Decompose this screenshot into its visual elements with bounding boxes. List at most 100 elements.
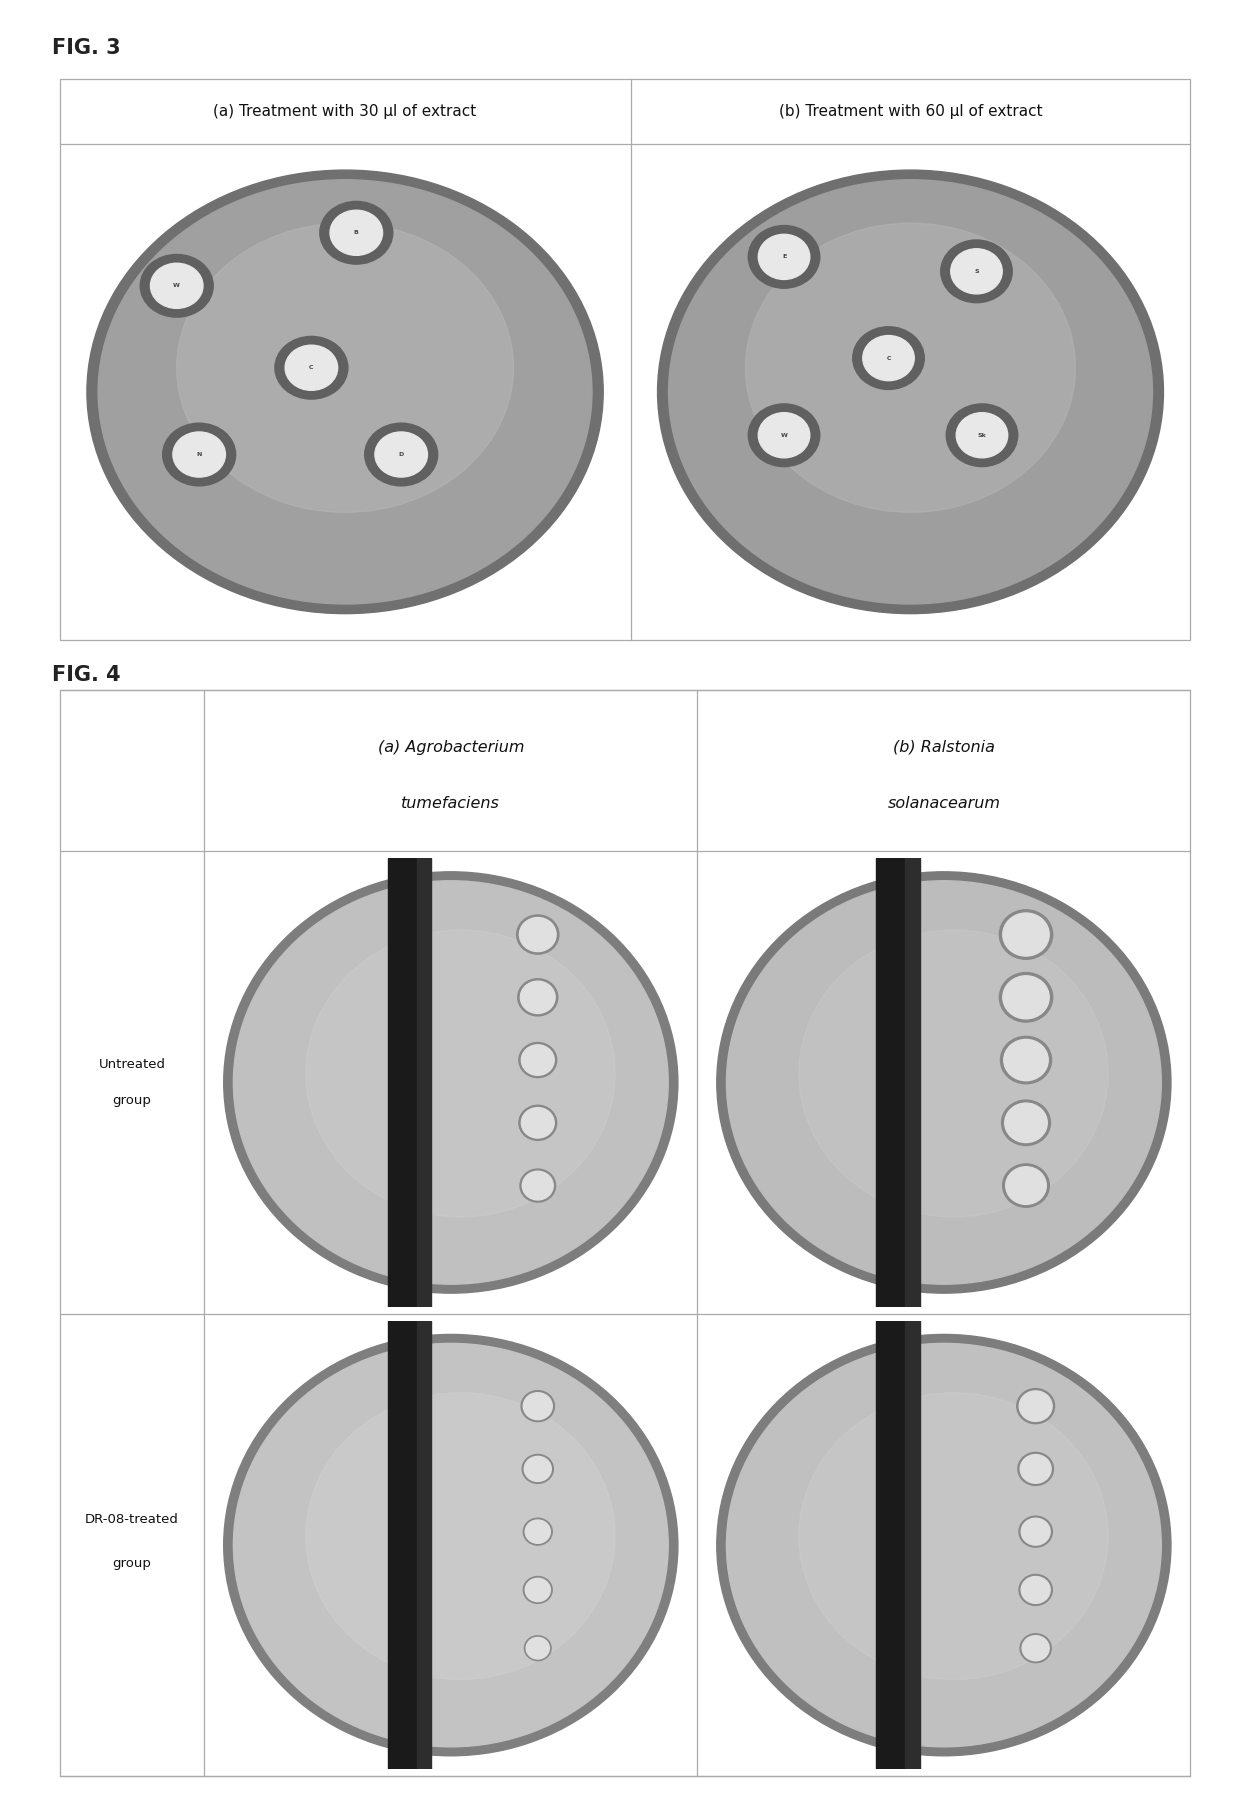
Text: S: S bbox=[975, 270, 978, 273]
Circle shape bbox=[1001, 1036, 1052, 1084]
Circle shape bbox=[306, 1393, 615, 1679]
Text: FIG. 3: FIG. 3 bbox=[52, 38, 120, 58]
Circle shape bbox=[853, 327, 924, 390]
Circle shape bbox=[275, 336, 348, 399]
Circle shape bbox=[1006, 1167, 1047, 1205]
Circle shape bbox=[177, 223, 513, 512]
Circle shape bbox=[522, 1170, 553, 1199]
Circle shape bbox=[759, 234, 810, 279]
Bar bbox=[905, 858, 920, 1307]
Text: C: C bbox=[887, 356, 890, 361]
Text: W: W bbox=[174, 284, 180, 288]
Text: FIG. 4: FIG. 4 bbox=[52, 665, 120, 685]
Circle shape bbox=[999, 910, 1053, 960]
Circle shape bbox=[525, 1636, 551, 1661]
Circle shape bbox=[951, 248, 1002, 293]
Circle shape bbox=[521, 1108, 554, 1138]
Circle shape bbox=[523, 1518, 552, 1544]
Circle shape bbox=[1022, 1577, 1050, 1604]
Circle shape bbox=[668, 180, 1152, 604]
Circle shape bbox=[525, 1456, 552, 1482]
Circle shape bbox=[518, 978, 558, 1016]
Circle shape bbox=[1021, 1455, 1052, 1483]
Circle shape bbox=[717, 1334, 1171, 1757]
Circle shape bbox=[956, 414, 1008, 458]
Circle shape bbox=[759, 414, 810, 458]
Circle shape bbox=[526, 1579, 551, 1602]
Circle shape bbox=[233, 1343, 668, 1748]
Circle shape bbox=[748, 225, 820, 288]
Circle shape bbox=[518, 1043, 557, 1077]
Circle shape bbox=[172, 432, 226, 476]
Circle shape bbox=[1004, 1104, 1048, 1142]
Circle shape bbox=[941, 239, 1012, 302]
Circle shape bbox=[1002, 1100, 1050, 1145]
Text: C: C bbox=[309, 365, 314, 370]
Circle shape bbox=[320, 201, 393, 264]
Bar bbox=[388, 1322, 417, 1769]
Text: W: W bbox=[781, 433, 787, 437]
Bar bbox=[877, 858, 905, 1307]
Text: (b) Ralstonia: (b) Ralstonia bbox=[893, 741, 994, 755]
Circle shape bbox=[521, 1390, 554, 1422]
Circle shape bbox=[520, 1169, 556, 1203]
Text: DR-08-treated: DR-08-treated bbox=[86, 1514, 179, 1527]
Circle shape bbox=[223, 872, 678, 1293]
Circle shape bbox=[799, 930, 1109, 1217]
Bar bbox=[905, 1322, 920, 1769]
Circle shape bbox=[799, 1393, 1109, 1679]
Circle shape bbox=[727, 881, 1162, 1284]
Circle shape bbox=[330, 210, 383, 255]
Circle shape bbox=[140, 255, 213, 316]
Circle shape bbox=[517, 915, 559, 955]
Text: group: group bbox=[113, 1557, 151, 1570]
Circle shape bbox=[999, 973, 1053, 1021]
Circle shape bbox=[223, 1334, 678, 1757]
Circle shape bbox=[526, 1519, 551, 1543]
Text: (b) Treatment with 60 μl of extract: (b) Treatment with 60 μl of extract bbox=[779, 104, 1043, 119]
Circle shape bbox=[1003, 913, 1049, 957]
Circle shape bbox=[748, 405, 820, 466]
Circle shape bbox=[522, 1455, 553, 1483]
Text: group: group bbox=[113, 1093, 151, 1108]
Circle shape bbox=[285, 345, 337, 390]
Circle shape bbox=[657, 171, 1163, 613]
Circle shape bbox=[1003, 976, 1049, 1019]
Circle shape bbox=[523, 1393, 552, 1420]
Circle shape bbox=[717, 872, 1171, 1293]
Circle shape bbox=[1022, 1636, 1049, 1661]
Circle shape bbox=[1003, 1163, 1049, 1206]
Circle shape bbox=[863, 336, 914, 381]
Circle shape bbox=[521, 982, 556, 1014]
Text: D: D bbox=[398, 451, 404, 457]
Circle shape bbox=[1022, 1518, 1050, 1544]
Circle shape bbox=[1018, 1453, 1054, 1485]
Text: B: B bbox=[353, 230, 358, 236]
Bar bbox=[417, 858, 432, 1307]
Circle shape bbox=[162, 423, 236, 485]
Circle shape bbox=[1019, 1392, 1052, 1422]
Text: Sk: Sk bbox=[977, 433, 986, 437]
Circle shape bbox=[233, 881, 668, 1284]
Text: E: E bbox=[782, 254, 786, 259]
Circle shape bbox=[1019, 1516, 1053, 1546]
Circle shape bbox=[150, 263, 203, 309]
Text: (a) Agrobacterium: (a) Agrobacterium bbox=[377, 741, 525, 755]
Text: solanacearum: solanacearum bbox=[888, 797, 1001, 811]
Circle shape bbox=[526, 1638, 549, 1660]
Bar bbox=[877, 1322, 905, 1769]
Circle shape bbox=[521, 1045, 554, 1075]
Circle shape bbox=[727, 1343, 1162, 1748]
Circle shape bbox=[946, 405, 1018, 466]
Circle shape bbox=[1021, 1634, 1052, 1663]
Circle shape bbox=[745, 223, 1075, 512]
Circle shape bbox=[365, 423, 438, 485]
Circle shape bbox=[1017, 1388, 1054, 1424]
Text: (a) Treatment with 30 μl of extract: (a) Treatment with 30 μl of extract bbox=[213, 104, 476, 119]
Circle shape bbox=[518, 1106, 557, 1140]
Circle shape bbox=[523, 1577, 552, 1604]
Text: tumefaciens: tumefaciens bbox=[402, 797, 500, 811]
Circle shape bbox=[98, 180, 591, 604]
Circle shape bbox=[1019, 1575, 1053, 1606]
Circle shape bbox=[374, 432, 428, 476]
